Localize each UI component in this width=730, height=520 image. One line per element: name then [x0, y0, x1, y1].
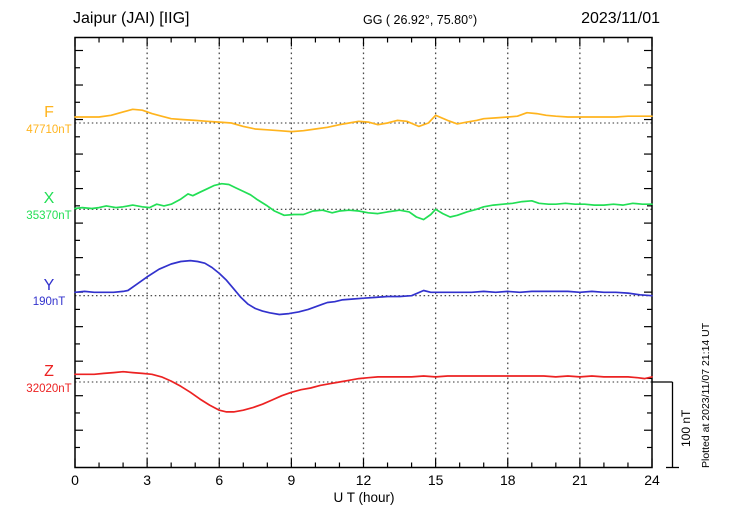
series-label-F: F 47710nT: [12, 104, 86, 136]
scale-bar-label: 100 nT: [679, 409, 693, 447]
x-tick-label: 18: [499, 472, 516, 488]
trace-X: [74, 182, 653, 221]
x-axis-label: U T (hour): [333, 490, 395, 505]
x-tick-label: 15: [427, 472, 444, 488]
component-letter-Y: Y: [43, 276, 55, 294]
x-tick-label: 0: [71, 472, 79, 488]
x-tick-label: 12: [355, 472, 372, 488]
trace-Z: [74, 370, 653, 413]
component-letter-X: X: [43, 190, 55, 208]
component-baseline-value-Y: 190nT: [32, 296, 66, 309]
x-tick-label: 21: [572, 472, 588, 488]
trace-F: [74, 108, 653, 133]
series-label-Y: Y 190nT: [12, 276, 86, 309]
x-tick-label: 9: [287, 472, 296, 488]
component-letter-F: F: [44, 104, 54, 121]
component-baseline-value-Z: 32020nT: [26, 382, 72, 395]
x-tick-label: 24: [644, 472, 660, 488]
series-label-X: X 35370nT: [12, 190, 86, 223]
x-tick-label: 6: [215, 472, 224, 488]
component-baseline-value-X: 35370nT: [26, 210, 72, 223]
geographic-coordinates: GG ( 26.92°, 75.80°): [363, 13, 478, 27]
plot-date: 2023/11/01: [581, 10, 660, 27]
x-tick-label: 3: [143, 472, 152, 488]
component-letter-Z: Z: [44, 363, 54, 380]
station-title: Jaipur (JAI) [IIG]: [73, 10, 190, 27]
plot-frame: [74, 36, 653, 469]
plotted-at-note: Plotted at 2023/11/07 21:14 UT: [700, 322, 712, 468]
component-baseline-value-F: 47710nT: [26, 123, 72, 136]
series-label-Z: Z 32020nT: [12, 363, 86, 395]
trace-Y: [74, 259, 653, 316]
